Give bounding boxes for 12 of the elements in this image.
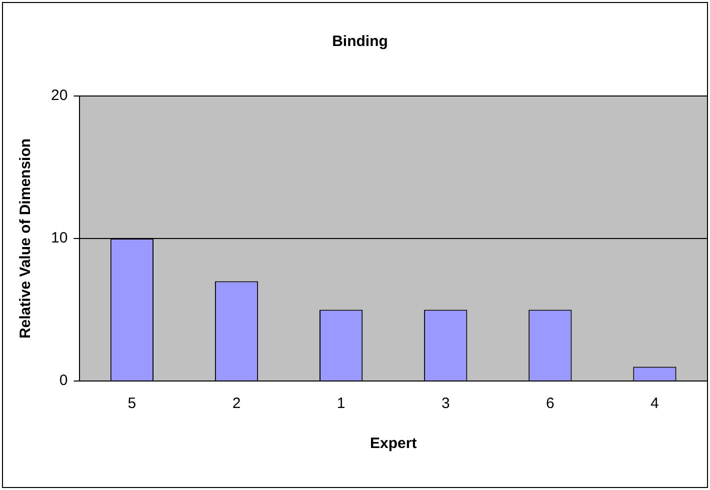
y-axis-title: Relative Value of Dimension — [17, 138, 34, 339]
y-tick-label: 20 — [50, 87, 68, 104]
y-tick-label: 10 — [50, 230, 68, 247]
x-tick-label: 1 — [336, 395, 346, 412]
x-tick-label: 3 — [441, 395, 450, 412]
x-axis-title: Expert — [370, 435, 417, 452]
chart-title: Binding — [332, 33, 388, 50]
x-tick-label: 6 — [546, 395, 554, 412]
x-tick-label: 2 — [232, 395, 241, 412]
x-tick-label: 5 — [128, 395, 136, 412]
y-tick-label: 0 — [59, 372, 68, 390]
x-tick-label: 4 — [650, 395, 659, 412]
